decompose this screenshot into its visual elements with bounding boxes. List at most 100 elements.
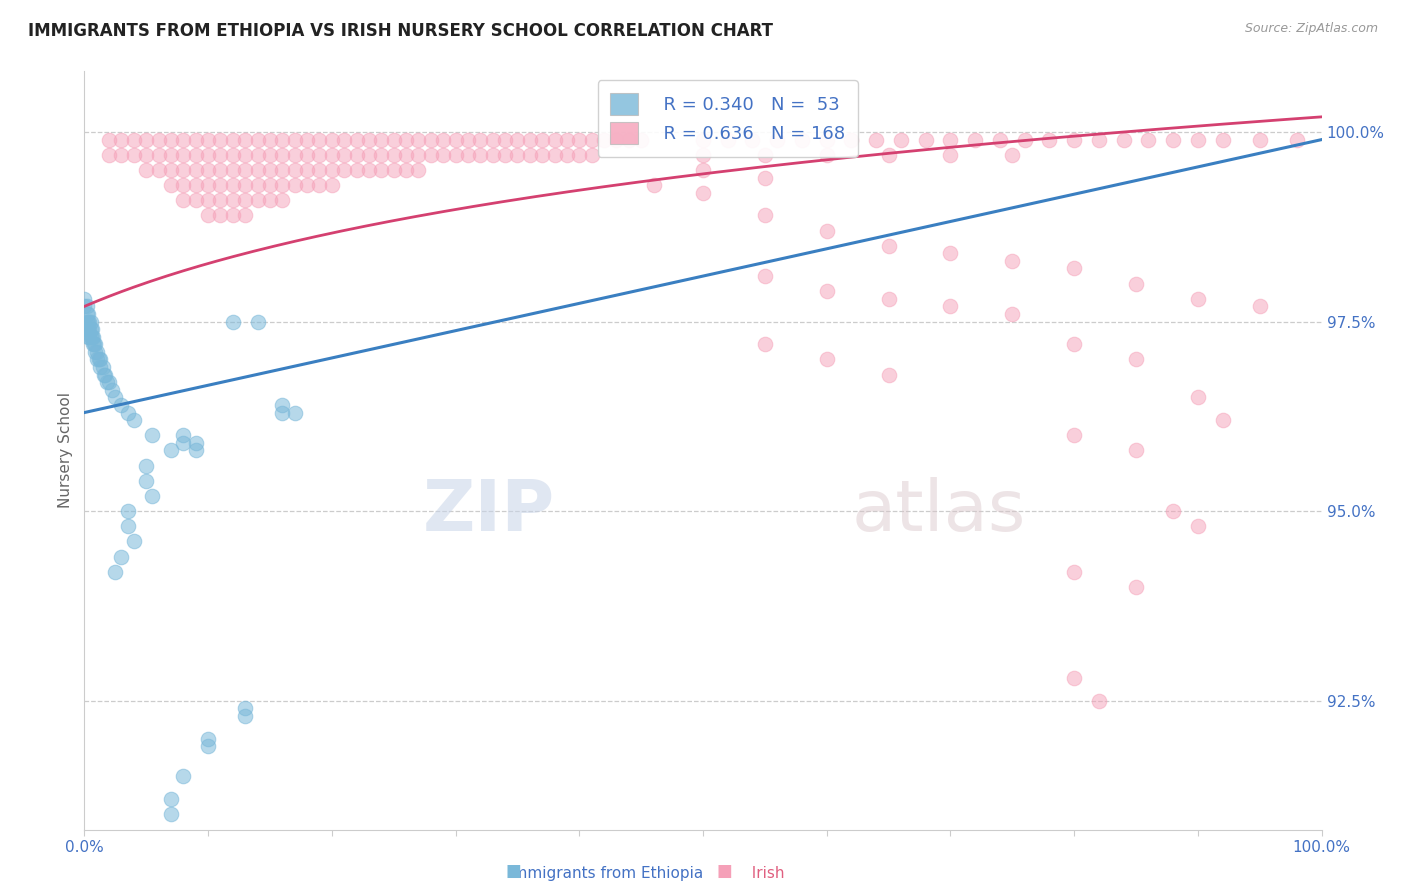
Point [89,352,111,367]
Point [122,534,145,549]
Point [1063,261,1085,276]
Point [865,133,887,147]
Point [271,406,294,420]
Point [246,133,269,147]
Point [79,315,101,329]
Point [1125,443,1147,458]
Point [172,148,194,162]
Point [76,315,98,329]
Point [233,178,256,193]
Point [184,133,207,147]
Text: Irish: Irish [703,866,785,881]
Point [197,178,219,193]
Point [86,352,108,367]
Point [222,148,245,162]
Point [184,443,207,458]
Point [141,489,163,503]
Point [877,148,900,162]
Point [222,133,245,147]
Point [222,178,245,193]
Point [110,148,132,162]
Point [790,133,813,147]
Point [543,148,565,162]
Point [209,148,232,162]
Point [308,133,330,147]
Point [308,163,330,178]
Point [233,194,256,208]
Point [73,292,96,306]
Point [73,300,96,314]
Point [246,148,269,162]
Point [197,209,219,223]
Point [184,148,207,162]
Point [754,209,776,223]
Point [259,163,281,178]
Point [1063,337,1085,351]
Point [110,398,132,412]
Point [370,148,392,162]
Point [209,163,232,178]
Point [172,770,194,784]
Point [259,133,281,147]
Point [1161,133,1184,147]
Point [877,368,900,382]
Point [271,133,294,147]
Point [104,565,127,579]
Point [357,148,380,162]
Point [815,133,838,147]
Point [135,163,157,178]
Point [233,163,256,178]
Point [754,337,776,351]
Point [197,739,219,754]
Point [1063,565,1085,579]
Point [233,708,256,723]
Point [172,194,194,208]
Point [122,133,145,147]
Point [94,368,117,382]
Point [246,163,269,178]
Point [408,163,430,178]
Point [382,148,405,162]
Point [197,163,219,178]
Point [135,148,157,162]
Point [506,148,529,162]
Point [172,133,194,147]
Point [104,391,127,405]
Point [184,436,207,450]
Point [1249,300,1271,314]
Point [148,133,170,147]
Point [754,170,776,185]
Point [754,269,776,284]
Point [333,133,356,147]
Point [346,148,368,162]
Point [321,133,343,147]
Point [877,292,900,306]
Point [172,428,194,442]
Point [122,148,145,162]
Point [271,194,294,208]
Point [1285,133,1308,147]
Point [519,148,541,162]
Point [581,148,603,162]
Point [370,133,392,147]
Text: atlas: atlas [852,476,1026,546]
Point [222,163,245,178]
Point [79,330,101,344]
Point [815,224,838,238]
Point [295,148,318,162]
Point [197,731,219,746]
Point [432,133,454,147]
Point [172,178,194,193]
Point [295,163,318,178]
Point [692,186,714,200]
Point [494,148,516,162]
Point [91,360,114,375]
Point [815,148,838,162]
Point [209,178,232,193]
Point [79,315,101,329]
Point [160,133,183,147]
Point [84,345,107,359]
Point [86,345,108,359]
Point [246,194,269,208]
Point [98,376,121,390]
